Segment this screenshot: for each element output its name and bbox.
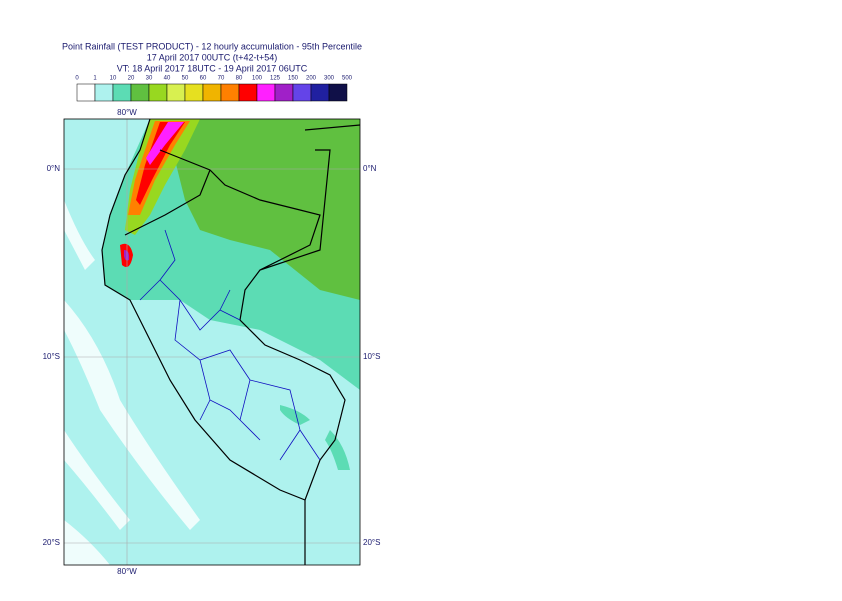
title-line: Point Rainfall (TEST PRODUCT) - 12 hourl… xyxy=(62,41,362,51)
title-line: 17 April 2017 00UTC (t+42-t+54) xyxy=(147,52,278,62)
legend-swatch xyxy=(310,83,330,102)
legend-label: 80 xyxy=(236,76,243,82)
legend-swatch xyxy=(256,83,276,102)
legend-swatch xyxy=(148,83,168,102)
rain-magenta xyxy=(146,122,184,165)
borders xyxy=(124,124,360,501)
legend-label: 1 xyxy=(93,76,97,82)
legend-swatch xyxy=(166,83,186,102)
legend-swatch xyxy=(184,83,204,102)
legend-label: 70 xyxy=(218,76,225,82)
legend-label: 40 xyxy=(164,76,171,82)
lat-label: 10°S xyxy=(363,352,380,361)
legend-label: 100 xyxy=(252,76,263,82)
legend-swatch xyxy=(130,83,150,102)
legend-label: 150 xyxy=(288,76,299,82)
ocean-pattern xyxy=(64,200,200,565)
department-borders xyxy=(139,229,321,461)
legend-swatch xyxy=(94,83,114,102)
title-line: VT: 18 April 2017 18UTC - 19 April 2017 … xyxy=(117,63,308,73)
legend-swatch xyxy=(112,83,132,102)
map xyxy=(64,119,360,565)
legend-swatch xyxy=(292,83,312,102)
legend-swatch xyxy=(220,83,240,102)
legend-label: 30 xyxy=(146,76,153,82)
lon-label: 80°W xyxy=(117,108,137,117)
rain-red xyxy=(136,122,185,205)
legend-swatch xyxy=(274,83,294,102)
legend-label: 500 xyxy=(342,76,353,82)
legend-swatch xyxy=(238,83,258,102)
rain-green xyxy=(175,119,360,300)
coastline xyxy=(101,119,306,565)
legend-label: 20 xyxy=(128,76,135,82)
rain-purple xyxy=(124,250,130,261)
lat-label: 20°S xyxy=(363,538,380,547)
legend-label: 0 xyxy=(75,76,79,82)
lat-label: 10°S xyxy=(43,352,60,361)
legend-swatch xyxy=(202,83,222,102)
legend-swatch xyxy=(328,83,348,102)
lon-label: 80°W xyxy=(117,567,137,576)
legend-label: 200 xyxy=(306,76,317,82)
legend-label: 300 xyxy=(324,76,335,82)
map-frame xyxy=(63,118,361,566)
legend-label: 10 xyxy=(110,76,117,82)
legend-swatch xyxy=(76,83,96,102)
lat-label: 0°N xyxy=(363,164,377,173)
legend-label: 50 xyxy=(182,76,189,82)
lat-label: 20°S xyxy=(43,538,60,547)
legend-label: 60 xyxy=(200,76,207,82)
legend-label: 125 xyxy=(270,76,281,82)
lat-label: 0°N xyxy=(47,164,61,173)
